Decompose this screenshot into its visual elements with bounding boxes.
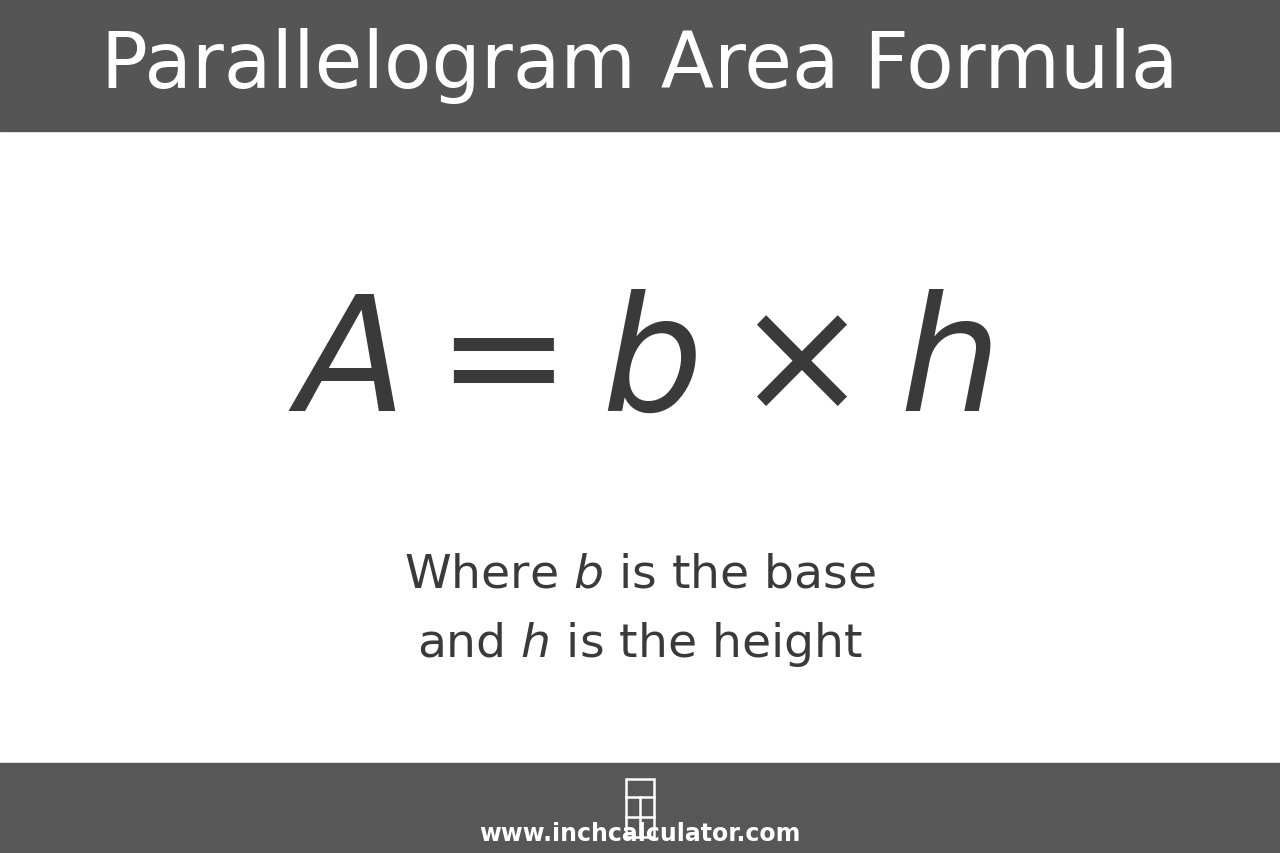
Bar [0, 0, 1280, 132]
Text: and $\mathit{h}$ is the height: and $\mathit{h}$ is the height [417, 619, 863, 668]
Bar [626, 780, 654, 837]
Bar [0, 763, 1280, 853]
Text: Where $\mathit{b}$ is the base: Where $\mathit{b}$ is the base [404, 552, 876, 596]
Text: Parallelogram Area Formula: Parallelogram Area Formula [101, 28, 1179, 104]
Text: $\mathit{A} = \mathit{b} \times \mathit{h}$: $\mathit{A} = \mathit{b} \times \mathit{… [288, 301, 992, 444]
Bar [0, 132, 1280, 763]
Text: www.inchcalculator.com: www.inchcalculator.com [479, 821, 801, 845]
